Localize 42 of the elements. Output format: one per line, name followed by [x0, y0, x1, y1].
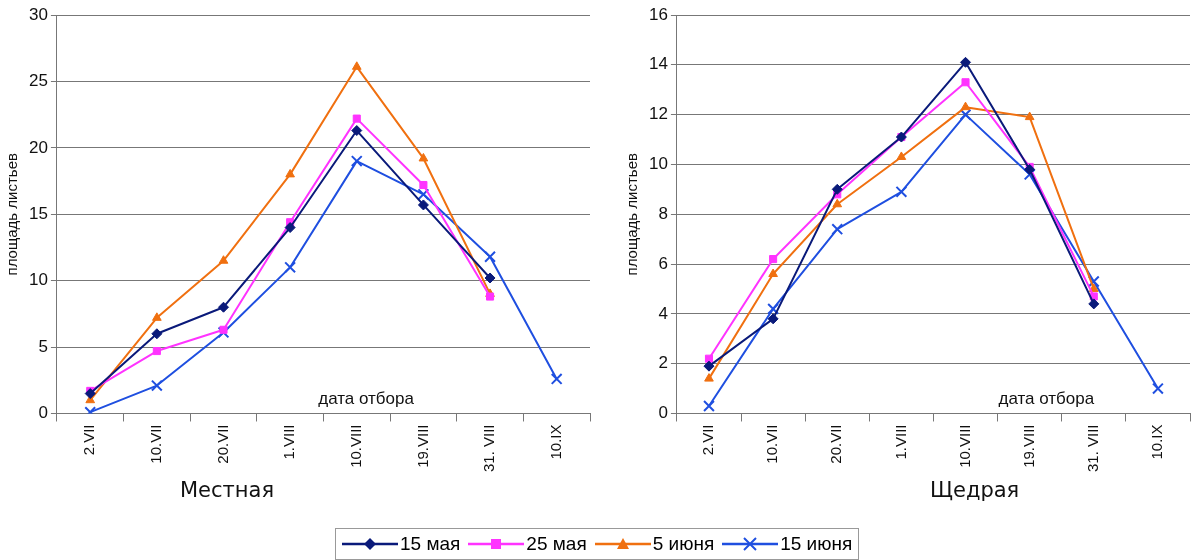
y-tick-label: 12: [648, 104, 668, 124]
x-tick-label: 20.VII: [827, 424, 845, 464]
x-tick-label: 10.IX: [546, 424, 564, 460]
y-tick-label: 16: [648, 4, 668, 24]
x-tick-label: 20.VII: [213, 424, 231, 464]
x-tick-label: 1.VIII: [891, 424, 909, 460]
y-tick-label: 4: [658, 303, 668, 323]
x-tick-label: 19.VIII: [413, 424, 431, 468]
text: Щедрая: [930, 478, 1020, 502]
x-tick-label: 1.VIII: [280, 424, 298, 460]
x-tick-label: 31. VIII: [1083, 424, 1101, 472]
y-tick-label: 10: [648, 154, 668, 174]
y-tick-label: 2: [658, 353, 668, 373]
x-tick-label: 31. VIII: [480, 424, 498, 472]
y-tick-label: 15: [28, 203, 48, 223]
legend-label: 15 мая: [400, 533, 461, 555]
x-tick-label: 10.VII: [763, 424, 781, 464]
y-tick-label: 14: [648, 54, 668, 74]
y-tick-label: 30: [28, 4, 48, 24]
y-tick-label: 6: [658, 253, 668, 273]
y-tick-label: 10: [28, 270, 48, 290]
legend-label: 25 мая: [526, 533, 587, 555]
y-tick-label: 8: [658, 203, 668, 223]
x-tick-label: 19.VIII: [1019, 424, 1037, 468]
x-axis-title: дата отбора: [998, 388, 1095, 408]
y-axis-title: площадь листьев: [623, 152, 641, 276]
text: Местная: [180, 478, 275, 502]
x-axis-title: дата отбора: [318, 388, 415, 408]
y-tick-label: 5: [38, 336, 48, 356]
y-tick-label: 20: [28, 137, 48, 157]
legend-label: 15 июня: [780, 533, 853, 555]
y-axis-title: площадь листьев: [3, 152, 21, 276]
x-tick-label: 10.IX: [1148, 424, 1166, 460]
x-tick-label: 2.VII: [80, 424, 98, 456]
y-tick-label: 0: [658, 403, 668, 423]
y-tick-label: 0: [38, 403, 48, 423]
legend-label: 5 июня: [652, 533, 715, 555]
x-tick-label: 2.VII: [699, 424, 717, 456]
x-tick-label: 10.VIII: [346, 424, 364, 468]
x-tick-label: 10.VIII: [955, 424, 973, 468]
x-tick-label: 10.VII: [147, 424, 164, 464]
y-tick-label: 25: [28, 71, 48, 91]
